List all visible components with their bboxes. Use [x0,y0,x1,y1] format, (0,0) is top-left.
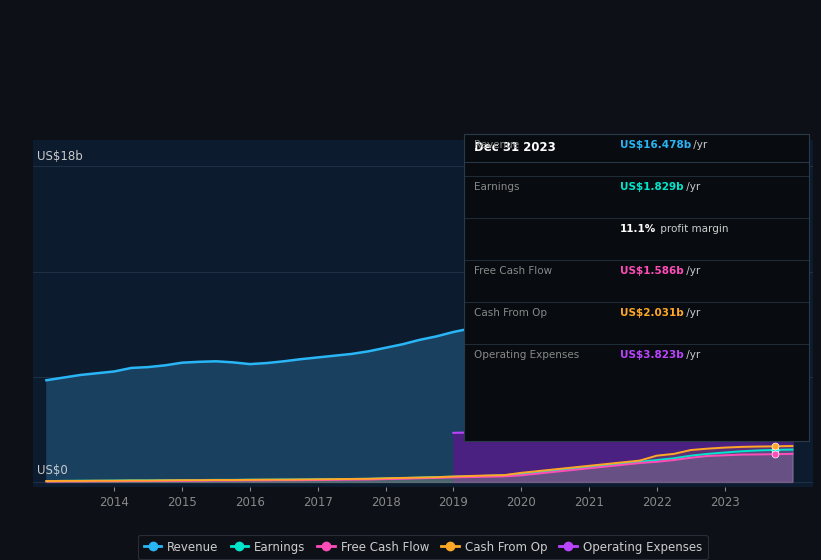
Text: Operating Expenses: Operating Expenses [474,350,579,360]
Text: US$1.829b: US$1.829b [620,182,683,192]
Text: Dec 31 2023: Dec 31 2023 [474,141,556,154]
Text: /yr: /yr [683,182,700,192]
Text: /yr: /yr [690,140,707,150]
Legend: Revenue, Earnings, Free Cash Flow, Cash From Op, Operating Expenses: Revenue, Earnings, Free Cash Flow, Cash … [138,535,708,559]
Text: US$3.823b: US$3.823b [620,350,684,360]
Text: profit margin: profit margin [657,224,728,234]
Text: US$0: US$0 [37,464,67,477]
Text: 11.1%: 11.1% [620,224,656,234]
Text: /yr: /yr [683,350,700,360]
Text: Revenue: Revenue [474,140,519,150]
Text: US$18b: US$18b [37,151,82,164]
Text: US$2.031b: US$2.031b [620,308,684,318]
Text: /yr: /yr [683,308,700,318]
Text: Earnings: Earnings [474,182,519,192]
Text: US$1.586b: US$1.586b [620,266,684,276]
Text: Free Cash Flow: Free Cash Flow [474,266,552,276]
Text: US$16.478b: US$16.478b [620,140,691,150]
Text: /yr: /yr [683,266,700,276]
Text: Cash From Op: Cash From Op [474,308,547,318]
